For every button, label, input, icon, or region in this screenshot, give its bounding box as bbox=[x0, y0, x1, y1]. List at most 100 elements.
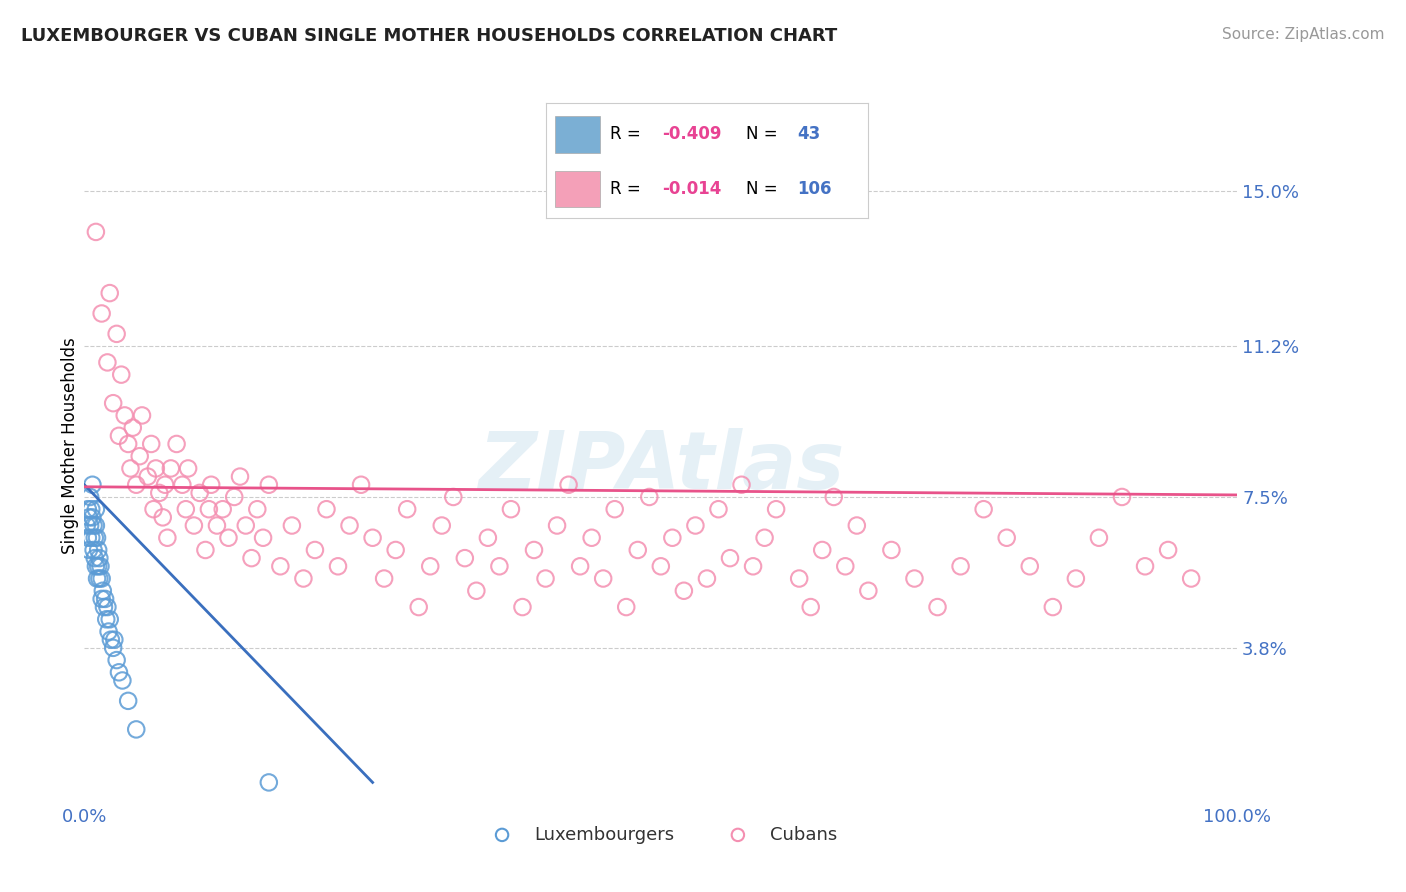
Point bbox=[373, 572, 395, 586]
Point bbox=[252, 531, 274, 545]
Point bbox=[152, 510, 174, 524]
Point bbox=[82, 477, 104, 491]
Point bbox=[86, 531, 108, 545]
Text: ZIPAtlas: ZIPAtlas bbox=[478, 428, 844, 507]
Point bbox=[96, 612, 118, 626]
Point bbox=[246, 502, 269, 516]
Point bbox=[121, 420, 143, 434]
Point bbox=[672, 583, 695, 598]
Point bbox=[83, 543, 105, 558]
Point bbox=[742, 559, 765, 574]
Point bbox=[80, 531, 103, 545]
Point bbox=[174, 502, 197, 516]
Point bbox=[97, 624, 120, 639]
Point bbox=[257, 775, 280, 789]
Point bbox=[685, 518, 707, 533]
Point bbox=[638, 490, 661, 504]
Point bbox=[76, 502, 98, 516]
Point bbox=[100, 632, 122, 647]
Point bbox=[120, 461, 142, 475]
Point bbox=[396, 502, 419, 516]
Point bbox=[257, 477, 280, 491]
Point bbox=[200, 477, 222, 491]
Point bbox=[87, 543, 110, 558]
Point bbox=[76, 518, 98, 533]
Point bbox=[83, 518, 105, 533]
Point bbox=[84, 502, 107, 516]
Point bbox=[1018, 559, 1040, 574]
Point bbox=[153, 477, 176, 491]
Point bbox=[557, 477, 579, 491]
Point bbox=[82, 510, 104, 524]
Point bbox=[880, 543, 903, 558]
Point bbox=[89, 572, 111, 586]
Point bbox=[361, 531, 384, 545]
Point bbox=[765, 502, 787, 516]
Point bbox=[105, 326, 128, 341]
Point bbox=[1111, 490, 1133, 504]
Point bbox=[903, 572, 925, 586]
Point bbox=[141, 437, 163, 451]
Point bbox=[430, 518, 453, 533]
Y-axis label: Single Mother Households: Single Mother Households bbox=[62, 338, 80, 554]
Point bbox=[205, 518, 228, 533]
Point bbox=[384, 543, 406, 558]
Point bbox=[650, 559, 672, 574]
Point bbox=[614, 600, 637, 615]
Point bbox=[973, 502, 995, 516]
Point bbox=[1133, 559, 1156, 574]
Point bbox=[787, 572, 810, 586]
Point bbox=[125, 477, 148, 491]
Point bbox=[240, 551, 263, 566]
Point bbox=[718, 551, 741, 566]
Point bbox=[592, 572, 614, 586]
Point bbox=[845, 518, 868, 533]
Point bbox=[117, 437, 139, 451]
Point bbox=[512, 600, 534, 615]
Point bbox=[441, 490, 464, 504]
Point bbox=[84, 559, 107, 574]
Point bbox=[834, 559, 856, 574]
Point bbox=[166, 437, 188, 451]
Point bbox=[80, 502, 103, 516]
Point bbox=[454, 551, 477, 566]
Point bbox=[995, 531, 1018, 545]
Legend: Luxembourgers, Cubans: Luxembourgers, Cubans bbox=[477, 819, 845, 851]
Point bbox=[142, 502, 165, 516]
Point bbox=[79, 518, 101, 533]
Point bbox=[627, 543, 650, 558]
Point bbox=[103, 396, 124, 410]
Point bbox=[304, 543, 326, 558]
Point bbox=[218, 531, 240, 545]
Point bbox=[128, 449, 150, 463]
Point bbox=[194, 543, 217, 558]
Point bbox=[177, 461, 200, 475]
Point bbox=[84, 225, 107, 239]
Point bbox=[91, 583, 114, 598]
Point bbox=[105, 653, 128, 667]
Point bbox=[98, 612, 121, 626]
Text: Source: ZipAtlas.com: Source: ZipAtlas.com bbox=[1222, 27, 1385, 42]
Point bbox=[94, 591, 117, 606]
Point bbox=[534, 572, 557, 586]
Point bbox=[79, 490, 101, 504]
Point bbox=[603, 502, 626, 516]
Point bbox=[89, 551, 111, 566]
Point bbox=[87, 559, 110, 574]
Point bbox=[156, 531, 179, 545]
Point bbox=[546, 518, 568, 533]
Point bbox=[160, 461, 183, 475]
Point bbox=[89, 559, 111, 574]
Point bbox=[949, 559, 972, 574]
Point bbox=[93, 600, 115, 615]
Point bbox=[96, 600, 118, 615]
Point bbox=[499, 502, 522, 516]
Point bbox=[131, 409, 153, 423]
Point bbox=[229, 469, 252, 483]
Point bbox=[477, 531, 499, 545]
Point bbox=[148, 486, 170, 500]
Point bbox=[811, 543, 834, 558]
Point bbox=[114, 409, 136, 423]
Text: LUXEMBOURGER VS CUBAN SINGLE MOTHER HOUSEHOLDS CORRELATION CHART: LUXEMBOURGER VS CUBAN SINGLE MOTHER HOUS… bbox=[21, 27, 838, 45]
Point bbox=[1157, 543, 1180, 558]
